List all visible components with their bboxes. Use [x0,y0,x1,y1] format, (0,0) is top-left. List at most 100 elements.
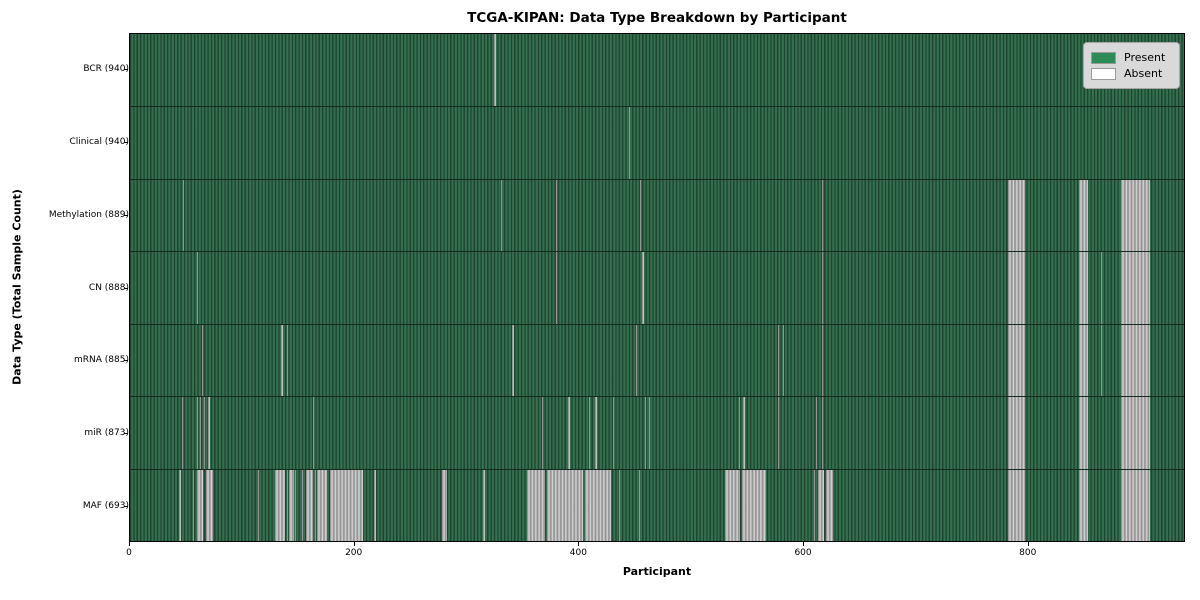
absent-stripe [315,469,317,541]
absent-stripe [281,324,283,397]
absent-stripe [541,397,543,469]
absent-stripe [306,469,313,541]
absent-stripe [289,469,294,541]
absent-stripe [778,397,780,469]
absent-stripe [483,469,486,541]
absent-stripe [742,469,766,541]
absent-stripe [821,397,823,469]
chart-title: TCGA-KIPAN: Data Type Breakdown by Parti… [467,10,847,26]
plot-area [129,33,1185,542]
y-tick-mark [124,214,128,216]
absent-stripe [826,469,834,541]
absent-stripe [512,324,514,397]
absent-stripe [274,469,285,541]
data-row-mir [130,396,1184,469]
absent-stripe [568,397,570,469]
absent-stripe [782,324,784,397]
data-row-mrna [130,323,1184,397]
absent-stripe [1101,252,1103,324]
absent-stripe [197,397,199,469]
absent-stripe [639,469,641,541]
absent-stripe [286,469,289,541]
absent-stripe [204,397,206,469]
absent-stripe [1121,179,1151,252]
legend-label: Absent [1124,67,1163,80]
x-tick-mark [129,542,130,546]
data-row-bcr [130,34,1184,107]
legend-entry-present: Present [1091,51,1171,64]
absent-stripe [778,324,780,397]
absent-stripe [197,469,203,541]
y-tick-label: MAF (693) [82,500,129,511]
absent-stripe [494,34,496,107]
data-row-maf [130,468,1184,541]
x-axis-title: Participant [622,565,692,578]
absent-stripe [1101,324,1103,397]
absent-stripe [294,469,296,541]
absent-stripe [738,397,741,469]
absent-stripe [595,397,597,469]
absent-stripe [1078,252,1088,324]
absent-stripe [1121,252,1151,324]
absent-stripe [181,397,183,469]
x-tick-label: 200 [345,548,363,558]
absent-stripe [821,252,823,324]
x-tick-mark [578,542,580,546]
absent-stripe [286,324,289,397]
absent-stripe [1121,397,1151,469]
absent-stripe [821,324,823,397]
absent-stripe [821,179,823,252]
legend-label: Present [1124,51,1166,64]
absent-stripe [649,397,651,469]
absent-stripe [182,179,184,252]
absent-stripe [329,469,364,541]
legend-entry-absent: Absent [1091,67,1171,80]
absent-stripe [526,469,545,541]
absent-stripe [1007,397,1025,469]
absent-stripe [208,397,210,469]
y-axis-title: Data Type (Total Sample Count) [10,189,24,385]
absent-stripe [640,179,642,252]
absent-stripe [1078,397,1088,469]
y-tick-mark [124,432,128,434]
absent-stripe [1121,324,1151,397]
absent-stripe [743,397,745,469]
absent-stripe [618,469,621,541]
absent-stripe [585,469,612,541]
absent-stripe [257,469,259,541]
absent-stripe [179,469,181,541]
absent-stripe [1121,469,1151,541]
absent-stripe [816,397,818,469]
y-tick-label: Methylation (889) [48,209,129,220]
absent-stripe [1078,179,1088,252]
y-tick-label: CN (888) [88,282,129,293]
absent-stripe [1007,324,1025,397]
data-row-methylation [130,178,1184,252]
absent-stripe [1078,324,1088,397]
absent-stripe [642,252,644,324]
legend-swatch-present [1091,51,1116,64]
absent-stripe [312,397,314,469]
absent-stripe [1078,469,1088,541]
y-tick-mark [124,505,128,507]
absent-stripe [197,252,199,324]
absent-stripe [501,179,503,252]
data-row-cn [130,251,1184,324]
absent-stripe [1007,469,1025,541]
y-tick-label: BCR (940) [83,64,129,75]
legend-swatch-absent [1091,67,1116,80]
y-tick-label: miR (873) [84,427,129,438]
absent-stripe [628,107,631,179]
x-tick-mark [1027,542,1029,546]
absent-stripe [547,469,583,541]
x-tick-label: 800 [1019,548,1037,558]
data-row-clinical [130,106,1184,179]
absent-stripe [644,397,646,469]
y-tick-mark [124,142,128,144]
absent-stripe [441,469,448,541]
x-tick-mark [803,542,805,546]
y-tick-mark [124,287,128,289]
y-tick-label: mRNA (885) [74,355,129,366]
absent-stripe [317,469,328,541]
